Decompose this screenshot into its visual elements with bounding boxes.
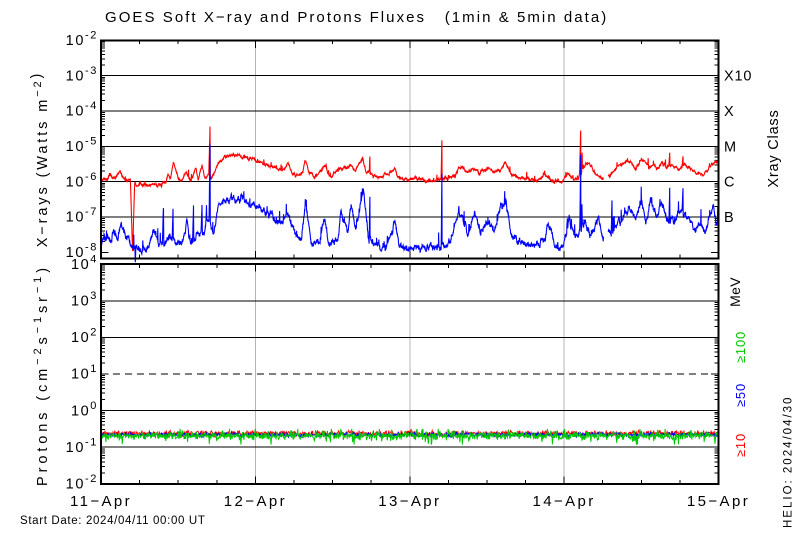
svg-text:104: 104: [71, 253, 98, 273]
svg-text:C: C: [724, 175, 735, 191]
svg-text:11−Apr: 11−Apr: [70, 493, 132, 510]
svg-text:Protons (cm−2s−1sr−1): Protons (cm−2s−1sr−1): [32, 264, 51, 486]
svg-text:X10: X10: [724, 69, 752, 85]
svg-text:Xray Class: Xray Class: [766, 109, 782, 187]
svg-text:15−Apr: 15−Apr: [687, 493, 750, 510]
svg-text:HELIO: 2024/04/30: HELIO: 2024/04/30: [783, 396, 795, 528]
svg-text:Start Date: 2024/04/11 00:00 U: Start Date: 2024/04/11 00:00 UT: [20, 515, 206, 527]
svg-text:B: B: [724, 210, 734, 226]
svg-text:103: 103: [71, 290, 98, 310]
svg-text:≥100: ≥100: [733, 331, 748, 363]
svg-text:X: X: [724, 104, 734, 120]
svg-text:101: 101: [71, 363, 98, 383]
svg-text:100: 100: [71, 400, 98, 420]
svg-text:102: 102: [71, 327, 98, 347]
svg-text:12−Apr: 12−Apr: [224, 493, 287, 510]
svg-text:14−Apr: 14−Apr: [533, 493, 596, 510]
svg-text:MeV: MeV: [727, 277, 743, 307]
svg-text:13−Apr: 13−Apr: [378, 493, 441, 510]
svg-text:M: M: [724, 139, 737, 155]
svg-text:≥50: ≥50: [733, 383, 748, 407]
svg-text:GOES Soft X−ray and Protons Fl: GOES Soft X−ray and Protons Fluxes (1min…: [105, 9, 608, 26]
svg-text:≥10: ≥10: [733, 433, 748, 457]
svg-text:X−rays (Watts m−2): X−rays (Watts m−2): [29, 71, 51, 248]
